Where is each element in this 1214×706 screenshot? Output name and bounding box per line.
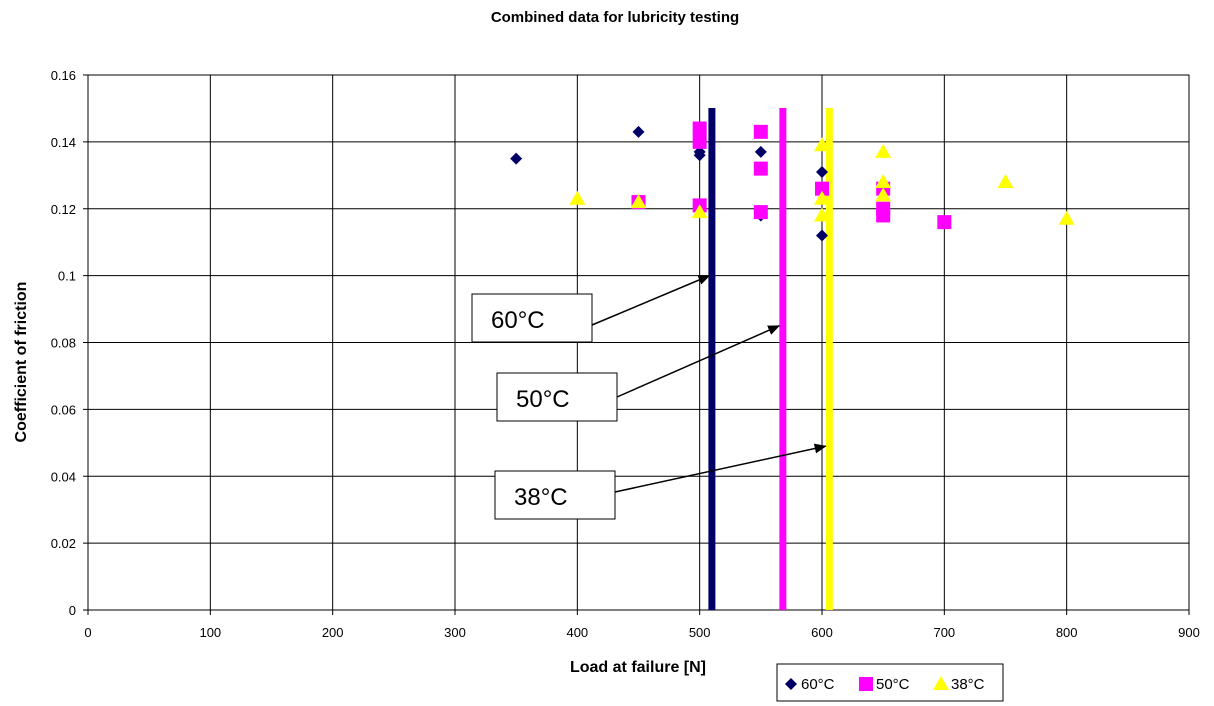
x-tick-label: 900 bbox=[1178, 625, 1200, 640]
data-point bbox=[1058, 210, 1075, 225]
data-point bbox=[630, 194, 647, 209]
annotation-label: 50°C bbox=[516, 386, 570, 413]
annotation-arrow bbox=[616, 325, 781, 398]
annotation-label: 60°C bbox=[491, 307, 545, 334]
annotation-arrow bbox=[591, 274, 711, 326]
data-point bbox=[815, 181, 829, 196]
x-tick-label: 700 bbox=[933, 625, 955, 640]
x-tick-label: 0 bbox=[84, 625, 91, 640]
data-point bbox=[814, 137, 830, 152]
annotation-box bbox=[494, 470, 616, 520]
data-point bbox=[569, 190, 586, 205]
y-axis-label: Coefficient of friction bbox=[13, 282, 30, 443]
data-point bbox=[875, 187, 892, 202]
data-point bbox=[753, 205, 768, 220]
legend-label: 50°C bbox=[876, 676, 910, 693]
data-point bbox=[997, 174, 1014, 188]
data-point bbox=[692, 134, 707, 149]
data-point bbox=[876, 208, 891, 223]
data-point bbox=[510, 152, 523, 165]
legend-box bbox=[776, 663, 1004, 702]
data-point bbox=[692, 121, 707, 136]
legend-marker bbox=[933, 676, 949, 690]
y-tick-label: 0.02 bbox=[51, 536, 76, 551]
vertical-lines bbox=[708, 108, 833, 610]
data-point bbox=[754, 145, 767, 158]
data-point bbox=[814, 207, 830, 222]
data-point bbox=[816, 165, 828, 178]
x-tick-label: 400 bbox=[566, 625, 588, 640]
x-tick-label: 100 bbox=[199, 625, 221, 640]
x-tick-label: 600 bbox=[811, 625, 833, 640]
x-tick-label: 300 bbox=[444, 625, 466, 640]
annotation-box bbox=[471, 293, 593, 343]
x-tick-labels: 0 100 200 300 400 500 600 700 800 900 bbox=[84, 625, 1199, 640]
y-tick-label: 0.08 bbox=[51, 336, 76, 351]
x-tick-label: 800 bbox=[1056, 625, 1078, 640]
legend: 60°C 50°C 38°C bbox=[776, 663, 1004, 702]
legend-marker bbox=[785, 678, 797, 690]
y-tick-labels: 0 0.02 0.04 0.06 0.08 0.1 0.12 0.14 0.16 bbox=[51, 68, 76, 618]
legend-label: 60°C bbox=[801, 676, 835, 693]
data-point bbox=[937, 215, 952, 230]
annotations: 60°C 50°C 38°C bbox=[471, 274, 827, 520]
x-axis-label: Load at failure [N] bbox=[570, 659, 706, 676]
data-point bbox=[632, 125, 645, 138]
y-tick-label: 0 bbox=[69, 603, 76, 618]
data-point bbox=[875, 174, 892, 188]
y-tick-label: 0.06 bbox=[51, 402, 76, 417]
y-tick-label: 0.04 bbox=[51, 469, 76, 484]
legend-marker bbox=[859, 677, 873, 691]
data-point bbox=[693, 149, 706, 162]
y-tick-label: 0.1 bbox=[58, 269, 76, 284]
x-tick-label: 500 bbox=[689, 625, 711, 640]
legend-label: 38°C bbox=[951, 676, 985, 693]
data-point bbox=[814, 190, 830, 205]
y-tick-label: 0.14 bbox=[51, 135, 76, 150]
y-tick-label: 0.16 bbox=[51, 68, 76, 83]
data-point bbox=[875, 143, 892, 158]
annotation-arrow bbox=[614, 443, 827, 493]
data-point bbox=[753, 161, 768, 176]
data-point bbox=[816, 229, 828, 242]
annotation-box bbox=[496, 372, 618, 422]
x-tick-label: 200 bbox=[322, 625, 344, 640]
data-points bbox=[510, 121, 1075, 242]
chart-title: Combined data for lubricity testing bbox=[491, 9, 739, 26]
annotation-label: 38°C bbox=[514, 484, 568, 511]
data-point bbox=[691, 204, 708, 219]
gridlines bbox=[83, 74, 1190, 615]
y-tick-label: 0.12 bbox=[51, 202, 76, 217]
data-point bbox=[753, 124, 768, 139]
